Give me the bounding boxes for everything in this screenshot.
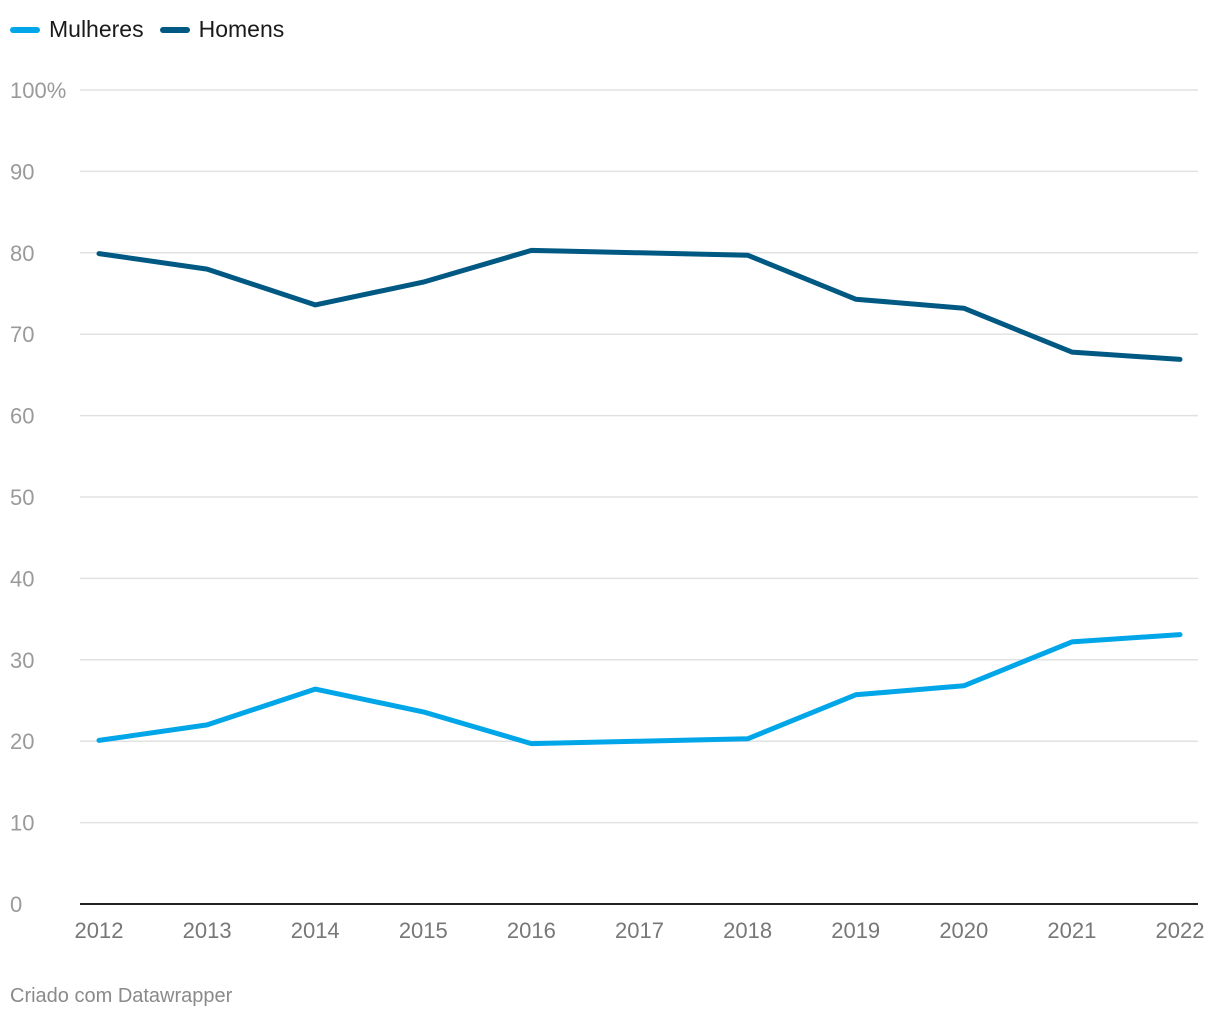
x-axis-ticks: 2012 2013 2014 2015 2016 2017 2018 2019 2020 2021… xyxy=(75,918,1205,943)
series-lines xyxy=(96,247,1183,747)
series-line-mulheres xyxy=(96,632,1183,747)
y-tick-label: 60 xyxy=(10,404,34,429)
x-tick-label: 2015 xyxy=(399,918,448,943)
x-tick-label: 2012 xyxy=(75,918,124,943)
x-tick-label: 2018 xyxy=(723,918,772,943)
legend-label-homens: Homens xyxy=(198,16,285,42)
y-tick-label: 50 xyxy=(10,485,34,510)
x-tick-label: 2014 xyxy=(291,918,340,943)
chart-legend: Mulheres Homens xyxy=(10,16,300,43)
y-tick-label: 10 xyxy=(10,811,34,836)
x-tick-label: 2016 xyxy=(507,918,556,943)
x-tick-label: 2020 xyxy=(939,918,988,943)
x-tick-label: 2013 xyxy=(183,918,232,943)
y-tick-label: 20 xyxy=(10,729,34,754)
legend-item-homens: Homens xyxy=(159,16,285,43)
y-axis-ticks: 0 10 20 30 40 50 60 70 80 90 100% xyxy=(10,78,66,917)
y-tick-label: 40 xyxy=(10,566,34,591)
y-tick-label: 80 xyxy=(10,241,34,266)
y-tick-label: 90 xyxy=(10,159,34,184)
legend-label-mulheres: Mulheres xyxy=(49,16,144,42)
series-line-homens xyxy=(96,247,1183,362)
x-tick-label: 2022 xyxy=(1156,918,1205,943)
legend-swatch-homens xyxy=(159,26,190,33)
legend-item-mulheres: Mulheres xyxy=(10,16,144,43)
x-tick-label: 2019 xyxy=(831,918,880,943)
footer-credit: Criado com Datawrapper xyxy=(10,985,233,1007)
x-tick-label: 2021 xyxy=(1047,918,1096,943)
y-tick-label: 100% xyxy=(10,78,66,103)
y-tick-label: 0 xyxy=(10,892,22,917)
y-tick-label: 70 xyxy=(10,322,34,347)
legend-swatch-mulheres xyxy=(10,26,40,33)
y-tick-label: 30 xyxy=(10,648,34,673)
x-tick-label: 2017 xyxy=(615,918,664,943)
gridlines xyxy=(80,89,1198,905)
line-chart: 0 10 20 30 40 50 60 70 80 90 100% 2012 2013 2014 2015… xyxy=(10,78,1205,943)
